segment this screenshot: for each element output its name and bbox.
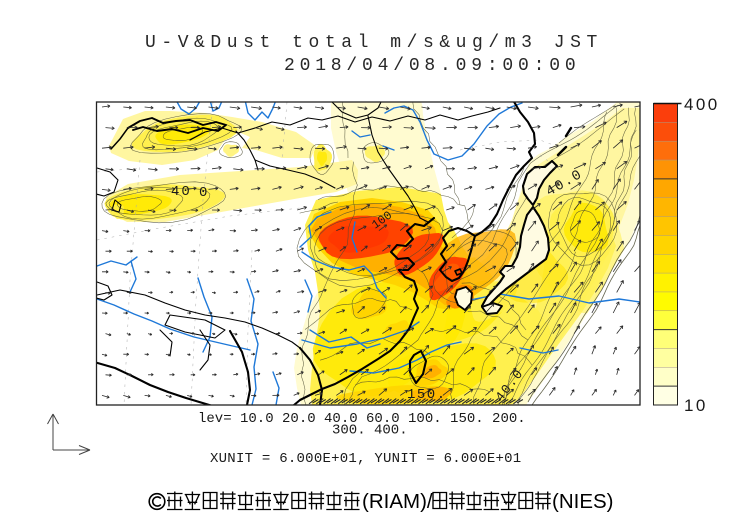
svg-text:(RIAM)/: (RIAM)/ xyxy=(362,490,433,513)
svg-text:150.: 150. xyxy=(407,387,447,403)
svg-text:0: 0 xyxy=(199,185,207,201)
svg-text:XUNIT = 6.000E+01, YUNIT = 6.0: XUNIT = 6.000E+01, YUNIT = 6.000E+01 xyxy=(210,451,521,467)
svg-text:10: 10 xyxy=(684,396,708,415)
svg-text:U-V&Dust total m/s&ug/m3 JST: U-V&Dust total m/s&ug/m3 JST xyxy=(145,33,603,53)
svg-text:300. 400.: 300. 400. xyxy=(332,423,408,439)
svg-text:40: 40 xyxy=(171,184,192,200)
svg-text:400: 400 xyxy=(684,95,720,114)
svg-text:lev= 10.0 20.0 40.0 60.0 100.: lev= 10.0 20.0 40.0 60.0 100. 150. 200. xyxy=(198,411,526,427)
svg-text:(NIES): (NIES) xyxy=(552,490,614,513)
svg-text:2018/04/08.09:00:00: 2018/04/08.09:00:00 xyxy=(284,56,580,76)
